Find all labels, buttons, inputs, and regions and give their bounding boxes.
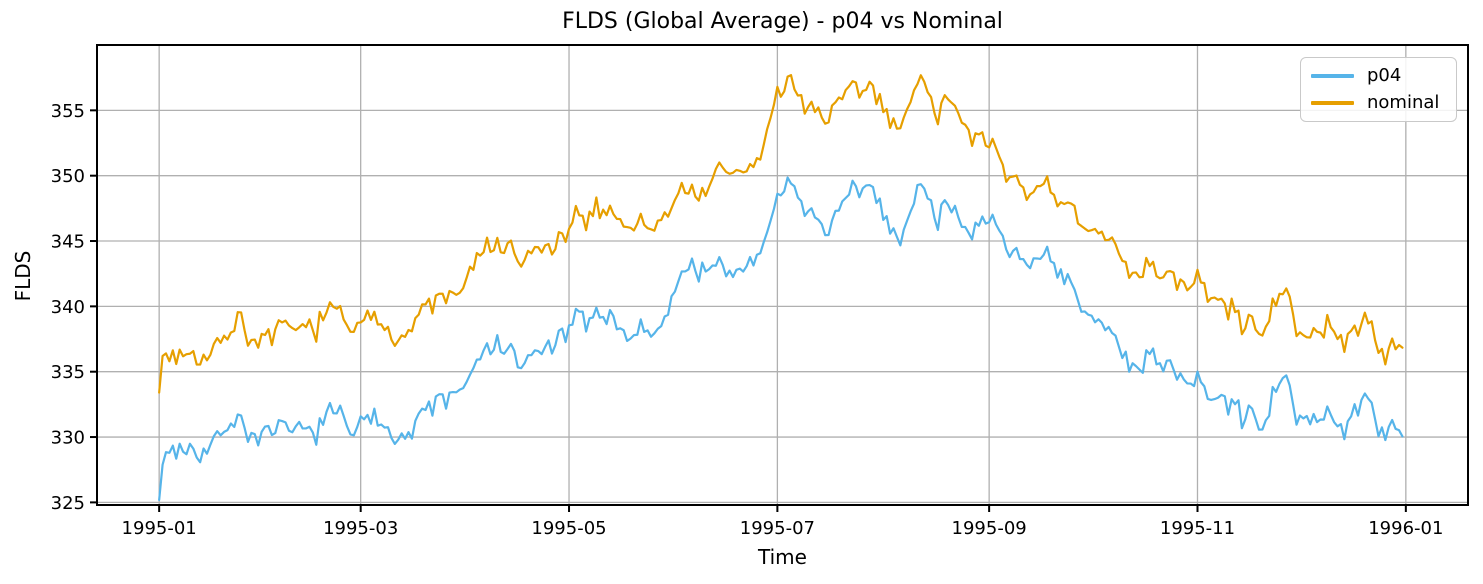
- x-tick-label: 1995-01: [122, 518, 197, 539]
- y-tick-label: 335: [51, 362, 85, 383]
- y-tick-label: 345: [51, 232, 85, 253]
- x-tick-label: 1995-11: [1160, 518, 1235, 539]
- x-axis-label: Time: [758, 545, 807, 569]
- y-tick-label: 325: [51, 493, 85, 514]
- legend-entry-p04: p04: [1311, 67, 1446, 85]
- legend-entry-nominal: nominal: [1311, 91, 1446, 113]
- x-tick-label: 1995-05: [531, 518, 606, 539]
- y-tick-label: 340: [51, 297, 85, 318]
- legend: p04 nominal: [1300, 57, 1457, 122]
- legend-swatch-p04: [1311, 74, 1354, 79]
- chart-title: FLDS (Global Average) - p04 vs Nominal: [562, 9, 1003, 34]
- x-tick-label: 1995-07: [740, 518, 815, 539]
- series-lines: [158, 74, 1404, 502]
- x-tick-label: 1996-01: [1368, 518, 1443, 539]
- y-tick-label: 330: [51, 428, 85, 449]
- series-line-nominal: [158, 74, 1404, 394]
- y-tick-labels: 325 330 335 340 345 350 355: [51, 101, 85, 514]
- series-line-p04: [158, 176, 1404, 502]
- gridlines: [97, 45, 1468, 505]
- tick-marks: [90, 109, 1407, 512]
- legend-swatch-nominal: [1311, 100, 1354, 105]
- x-tick-label: 1995-03: [323, 518, 398, 539]
- axes-frame: [96, 44, 1469, 506]
- y-axis-label: FLDS: [11, 250, 35, 302]
- y-tick-label: 355: [51, 101, 85, 122]
- legend-label-nominal: nominal: [1367, 91, 1440, 113]
- x-tick-labels: 1995-01 1995-03 1995-05 1995-07 1995-09 1995-…: [122, 518, 1444, 539]
- legend-label-p04: p04: [1367, 65, 1402, 87]
- x-tick-label: 1995-09: [952, 518, 1027, 539]
- y-tick-label: 350: [51, 166, 85, 187]
